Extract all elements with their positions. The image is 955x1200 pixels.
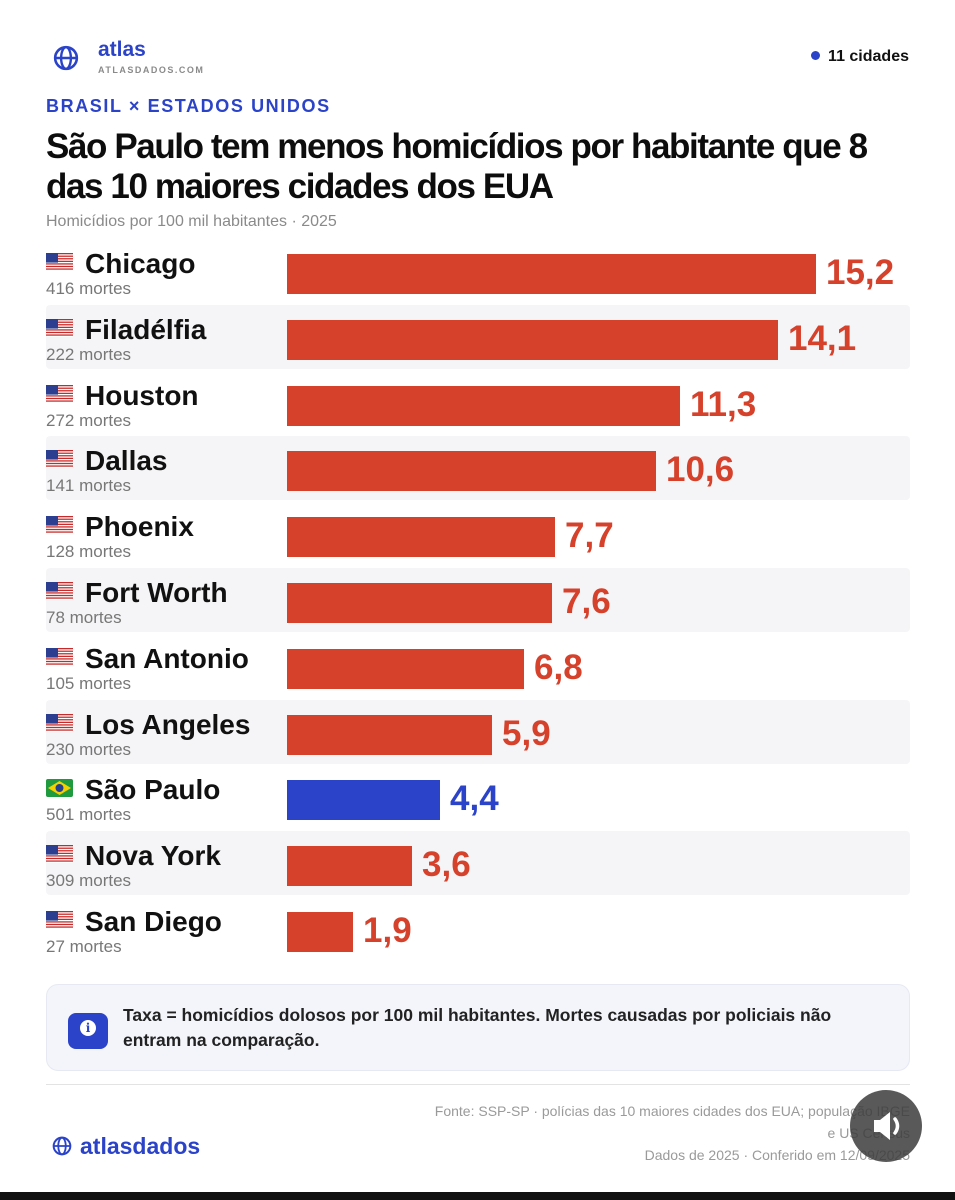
us-flag-icon [46, 318, 73, 337]
bar [287, 451, 656, 492]
deaths-count: 105 mortes [46, 673, 132, 693]
globe-icon [53, 45, 79, 71]
data-label: 10,6 [666, 450, 735, 490]
deaths-count: 272 mortes [46, 410, 132, 430]
bar [287, 583, 552, 623]
data-label: 14,1 [788, 318, 857, 358]
data-date: Dados de 2025 · Conferido em 12/09/2025 [644, 1147, 910, 1163]
footer-source: Fonte: SSP-SP · polícias das 10 maiores … [370, 1100, 910, 1166]
city-label: Phoenix [46, 511, 194, 543]
city-label: Chicago [46, 248, 195, 280]
bar [287, 648, 524, 689]
bottom-strip [0, 1192, 955, 1200]
us-flag-icon [46, 713, 73, 732]
city-name: San Diego [85, 906, 222, 937]
divider [46, 1084, 910, 1085]
row-background [46, 436, 910, 501]
data-label: 3,6 [422, 845, 471, 885]
kicker: BRASIL × ESTADOS UNIDOS [46, 96, 331, 116]
us-flag-icon [46, 845, 73, 864]
bar [287, 780, 440, 821]
us-flag-icon [46, 450, 73, 469]
city-name: Phoenix [85, 511, 194, 543]
data-label: 4,4 [450, 779, 499, 819]
us-flag-icon [46, 647, 73, 666]
sound-button[interactable] [850, 1090, 922, 1162]
bar [287, 912, 353, 952]
deaths-count: 27 mortes [46, 937, 122, 956]
source-line-2: e US Census [827, 1125, 910, 1141]
city-name: Dallas [85, 445, 168, 477]
source-line-1: Fonte: SSP-SP · polícias das 10 maiores … [434, 1103, 910, 1119]
city-label: Houston [46, 380, 199, 412]
chart-subtitle: Homicídios por 100 mil habitantes · 2025 [46, 213, 337, 230]
info-note: i Taxa = homicídios dolosos por 100 mil … [46, 984, 910, 1071]
speaker-icon [874, 1112, 900, 1140]
data-label: 5,9 [502, 713, 551, 753]
bar [287, 254, 816, 294]
city-label: Filadélfia [46, 314, 206, 346]
data-label: 1,9 [363, 911, 412, 950]
us-flag-icon [46, 582, 73, 600]
city-name: Fort Worth [85, 577, 228, 608]
city-name: São Paulo [85, 774, 221, 806]
us-flag-icon [46, 384, 73, 403]
city-name: Houston [85, 379, 199, 411]
city-label: Fort Worth [46, 577, 228, 609]
us-flag-icon [46, 253, 73, 271]
row-background [46, 831, 910, 896]
data-label: 7,6 [562, 582, 611, 621]
bar [287, 714, 492, 755]
city-count-label: 11 cidades [828, 48, 909, 65]
data-label: 6,8 [534, 647, 583, 687]
city-label: São Paulo [46, 774, 220, 806]
chart-title: São Paulo tem menos homicídios por habit… [46, 127, 868, 206]
row-background [46, 568, 910, 632]
data-label: 11,3 [690, 384, 757, 424]
us-flag-icon [46, 911, 73, 929]
city-count-badge: 11 cidades [811, 48, 909, 66]
us-flag-icon [46, 516, 73, 535]
city-name: Los Angeles [85, 708, 251, 740]
note-text: Taxa = homicídios dolosos por 100 mil ha… [123, 1005, 832, 1050]
row-background [46, 699, 910, 764]
bar [287, 517, 555, 558]
city-label: San Antonio [46, 643, 249, 675]
deaths-count: 416 mortes [46, 279, 132, 298]
city-label: Dallas [46, 445, 168, 477]
deaths-count: 78 mortes [46, 608, 122, 627]
city-name: Nova York [85, 840, 221, 872]
city-label: San Diego [46, 906, 222, 938]
row-background [46, 304, 910, 369]
deaths-count: 222 mortes [46, 344, 132, 364]
dot-icon [811, 51, 821, 60]
globe-icon [52, 1136, 72, 1156]
deaths-count: 128 mortes [46, 542, 132, 562]
city-name: Chicago [85, 248, 196, 279]
header-bar: atlas ATLASDADOS.COM 11 cidades [46, 38, 909, 78]
city-label: Nova York [46, 840, 221, 872]
deaths-count: 309 mortes [46, 871, 132, 891]
data-label: 7,7 [565, 516, 614, 556]
city-name: San Antonio [85, 642, 249, 674]
data-label: 15,2 [826, 253, 895, 292]
brand-name[interactable]: atlas [98, 38, 146, 61]
brazil-flag-icon [46, 779, 73, 798]
deaths-count: 141 mortes [46, 476, 132, 496]
bar [287, 385, 680, 426]
info-icon: i [68, 1013, 108, 1049]
bar [287, 319, 778, 360]
city-label: Los Angeles [46, 709, 250, 741]
brand-url[interactable]: ATLASDADOS.COM [98, 65, 205, 75]
footer-brand[interactable]: atlasdados [52, 1133, 200, 1160]
bar [287, 846, 412, 887]
deaths-count: 501 mortes [46, 805, 132, 825]
deaths-count: 230 mortes [46, 739, 132, 759]
footer-brand-label: atlasdados [80, 1133, 201, 1159]
city-name: Filadélfia [85, 313, 207, 345]
